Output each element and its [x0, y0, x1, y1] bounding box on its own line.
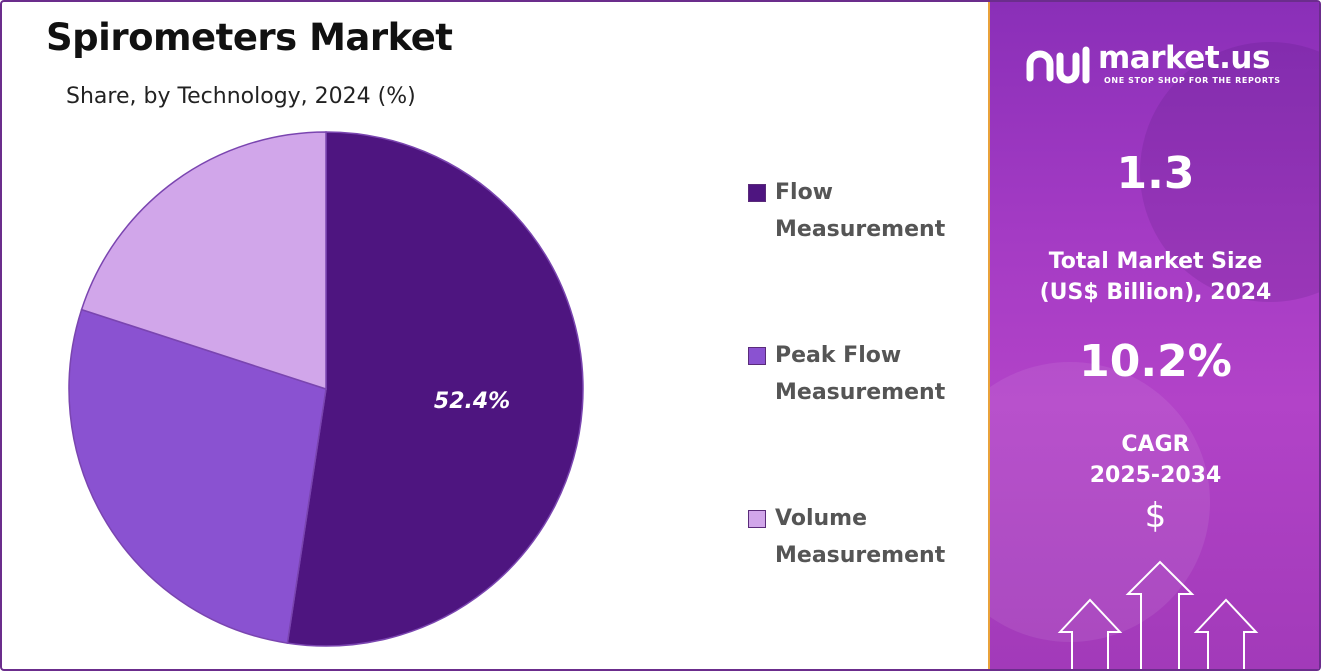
chart-title: Spirometers Market: [46, 16, 453, 59]
legend-swatch-peak-flow: [748, 347, 766, 365]
cagr-label: CAGR 2025-2034: [1089, 432, 1222, 488]
pie-slice-peak-flow-measurement: [68, 308, 327, 644]
brand-logo-block: market.us ONE STOP SHOP FOR THE REPORTS: [1026, 40, 1306, 92]
legend-label-peak-flow: Peak Flow Measurement: [775, 343, 946, 405]
market-size-value: 1.3: [1116, 148, 1195, 199]
brand-name: market.us: [1098, 40, 1270, 76]
market-us-logo-icon: [1026, 46, 1090, 84]
cagr-value: 10.2%: [1079, 336, 1232, 387]
market-size-label: Total Market Size (US$ Billion), 2024: [1039, 249, 1272, 305]
legend-label-flow: Flow Measurement: [775, 180, 946, 242]
pie-data-label: 52.4%: [434, 389, 510, 414]
dollar-icon: $: [1144, 496, 1167, 536]
legend-swatch-flow: [748, 184, 766, 202]
summary-panel: market.us ONE STOP SHOP FOR THE REPORTS …: [988, 2, 1319, 669]
chart-subtitle: Share, by Technology, 2024 (%): [66, 84, 416, 109]
pie-slice-volume-measurement: [80, 131, 327, 391]
panel-decoration: [990, 362, 1210, 642]
chart-area: Spirometers Market Share, by Technology,…: [2, 2, 986, 669]
pie-chart: 52.4%: [68, 131, 584, 647]
growth-arrows-icon: [1057, 560, 1259, 669]
legend-label-volume: Volume Measurement: [775, 506, 946, 568]
pie-slice-flow-measurement: [286, 131, 584, 647]
legend-swatch-volume: [748, 510, 766, 528]
brand-tagline: ONE STOP SHOP FOR THE REPORTS: [1104, 76, 1281, 85]
